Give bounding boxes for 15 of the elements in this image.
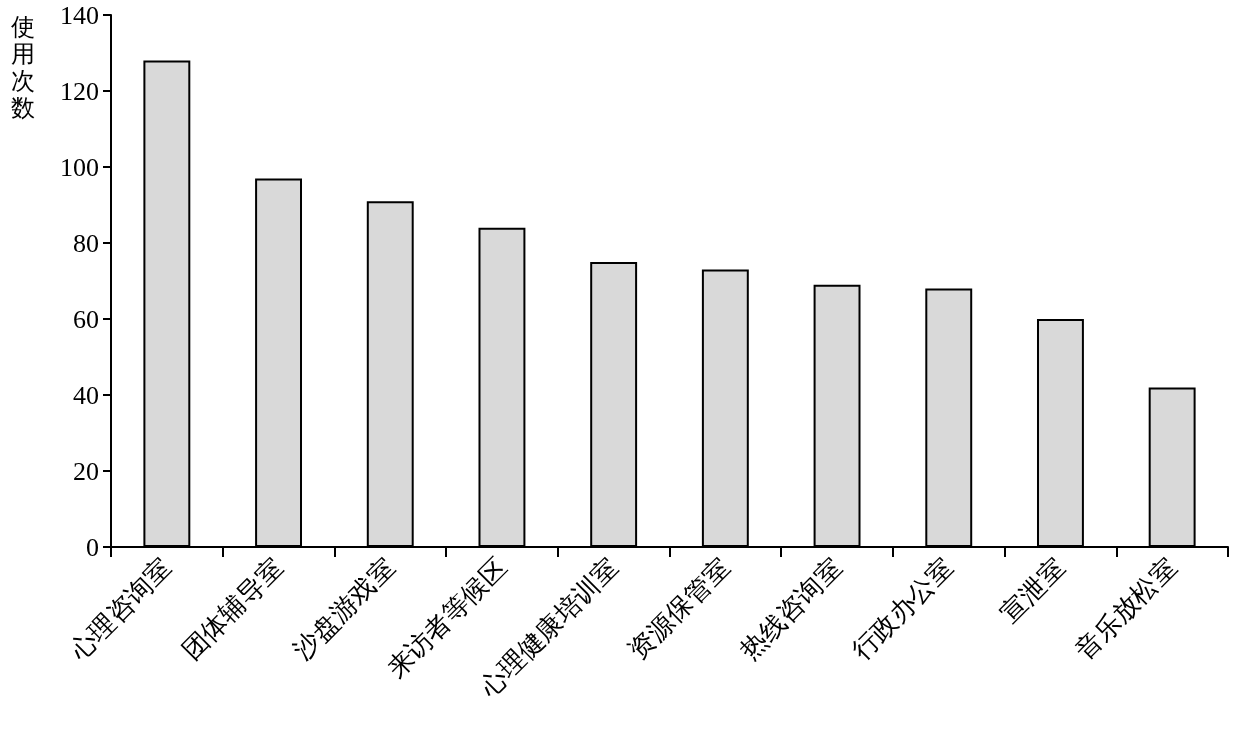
y-tick-label: 60 xyxy=(73,304,99,334)
y-tick-label: 100 xyxy=(60,152,99,182)
y-tick-label: 80 xyxy=(73,228,99,258)
x-tick-label: 资源保管室 xyxy=(623,552,736,666)
x-tick-label: 音乐放松室 xyxy=(1069,552,1183,666)
y-tick-label: 20 xyxy=(73,456,99,486)
x-tick-label: 宣泄室 xyxy=(995,552,1071,629)
x-tick-label: 热线咨询室 xyxy=(734,552,848,666)
y-tick-label: 40 xyxy=(73,380,99,410)
y-tick-label: 120 xyxy=(60,76,99,106)
y-tick-label: 0 xyxy=(86,532,99,562)
y-axis-title: 使用次数 xyxy=(10,14,36,122)
y-tick-label: 140 xyxy=(60,0,99,30)
x-tick-label: 行政办公室 xyxy=(846,552,959,666)
x-tick-label: 团体辅导室 xyxy=(176,552,289,666)
